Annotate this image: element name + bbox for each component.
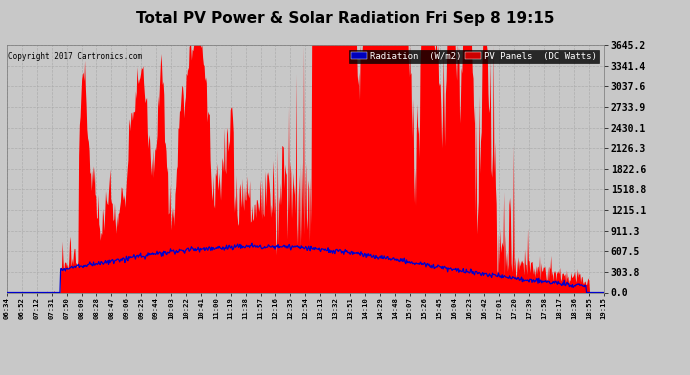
Text: Total PV Power & Solar Radiation Fri Sep 8 19:15: Total PV Power & Solar Radiation Fri Sep… [136, 11, 554, 26]
Text: Copyright 2017 Cartronics.com: Copyright 2017 Cartronics.com [8, 53, 142, 62]
Legend: Radiation  (W/m2), PV Panels  (DC Watts): Radiation (W/m2), PV Panels (DC Watts) [349, 50, 599, 63]
